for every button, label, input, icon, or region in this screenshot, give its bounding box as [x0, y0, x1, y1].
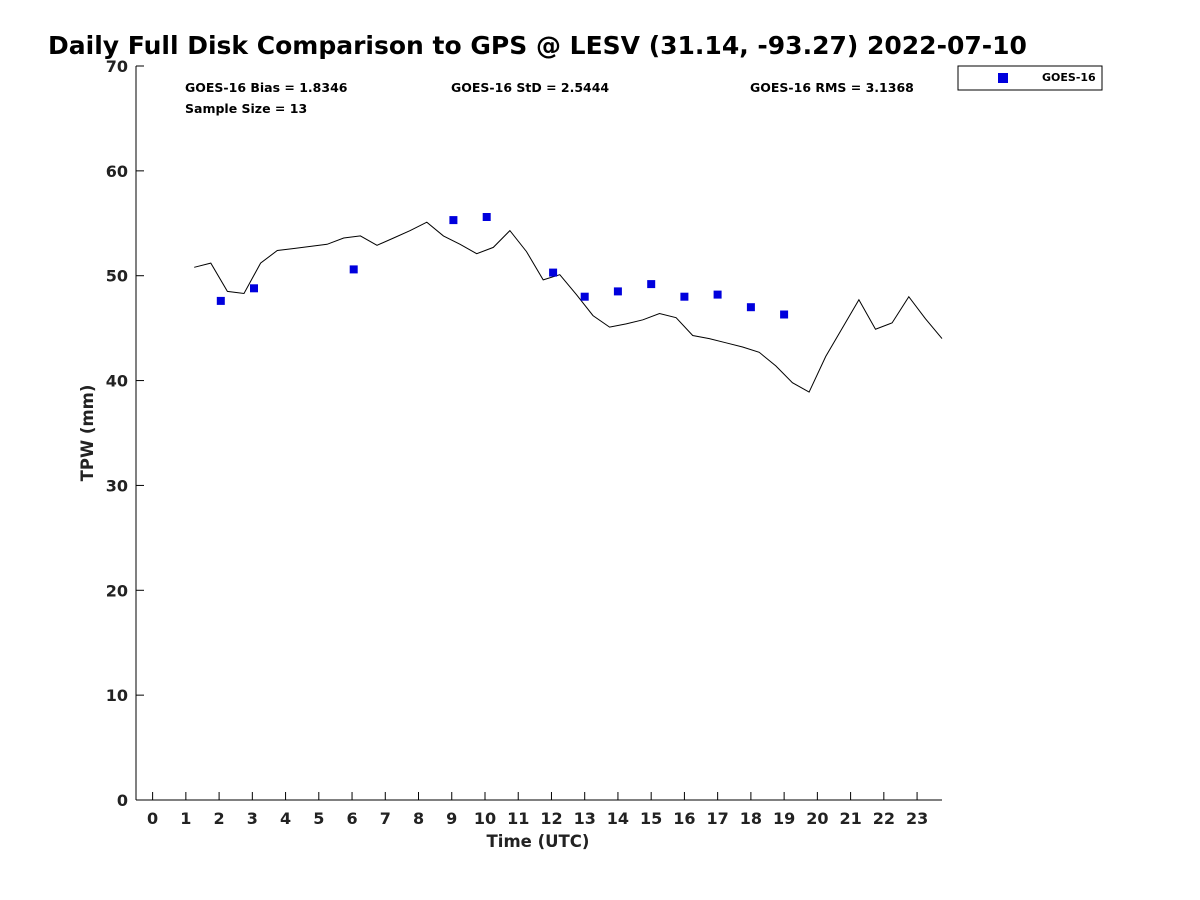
x-tick-label: 5 — [313, 809, 324, 828]
x-tick-label: 15 — [640, 809, 662, 828]
y-tick-label: 60 — [106, 162, 128, 181]
scatter-point — [746, 303, 755, 312]
legend-marker — [998, 73, 1008, 83]
x-tick-label: 6 — [346, 809, 357, 828]
x-tick-label: 21 — [839, 809, 861, 828]
y-axis-label: TPW (mm) — [78, 385, 97, 482]
scatter-point — [449, 216, 458, 225]
stat-bias: GOES-16 Bias = 1.8346 — [185, 80, 348, 95]
x-tick-label: 13 — [574, 809, 596, 828]
y-tick-label: 20 — [106, 581, 128, 600]
x-tick-label: 3 — [247, 809, 258, 828]
x-tick-label: 12 — [540, 809, 562, 828]
legend: GOES-16 — [957, 65, 1103, 91]
x-tick-label: 2 — [214, 809, 225, 828]
y-tick-label: 30 — [106, 476, 128, 495]
x-tick-label: 10 — [474, 809, 496, 828]
x-tick-label: 8 — [413, 809, 424, 828]
x-tick-label: 4 — [280, 809, 291, 828]
stat-std: GOES-16 StD = 2.5444 — [451, 80, 609, 95]
chart-title: Daily Full Disk Comparison to GPS @ LESV… — [48, 31, 1027, 60]
x-ticks: 0 1 2 3 4 5 6 7 8 9 10 11 12 13 14 15 16 17 18 19 20 21 22 23 — [147, 792, 928, 828]
scatter-point — [780, 310, 789, 319]
y-ticks: 0 10 20 30 40 50 60 70 — [106, 57, 144, 810]
scatter-point — [482, 213, 491, 221]
scatter-point — [549, 268, 558, 277]
y-tick-label: 50 — [106, 267, 128, 286]
x-tick-label: 22 — [873, 809, 895, 828]
x-tick-label: 7 — [380, 809, 391, 828]
x-tick-label: 18 — [740, 809, 762, 828]
x-tick-label: 23 — [906, 809, 928, 828]
series-line — [194, 221, 943, 393]
scatter-point — [349, 265, 358, 274]
legend-entry-goes16: GOES-16 — [1042, 71, 1096, 84]
plot-area — [194, 213, 943, 393]
scatter-point — [647, 280, 656, 289]
x-tick-label: 16 — [673, 809, 695, 828]
x-tick-label: 11 — [507, 809, 529, 828]
x-tick-label: 14 — [607, 809, 629, 828]
stat-sample-size: Sample Size = 13 — [185, 101, 307, 116]
scatter-point — [250, 284, 258, 293]
x-tick-label: 0 — [147, 809, 158, 828]
x-tick-label: 20 — [806, 809, 828, 828]
scatter-point — [713, 290, 722, 299]
x-axis-label: Time (UTC) — [487, 832, 590, 851]
legend-box — [957, 65, 1103, 91]
y-tick-label: 70 — [106, 57, 128, 76]
y-tick-label: 0 — [117, 791, 128, 810]
x-tick-label: 1 — [180, 809, 191, 828]
scatter-point — [580, 292, 589, 301]
scatter-point — [216, 296, 225, 305]
x-tick-label: 17 — [707, 809, 729, 828]
scatter-point — [613, 287, 622, 296]
y-tick-label: 40 — [106, 372, 128, 391]
y-tick-label: 10 — [106, 686, 128, 705]
x-tick-label: 19 — [773, 809, 795, 828]
x-tick-label: 9 — [446, 809, 457, 828]
scatter-point — [680, 292, 689, 301]
stat-rms: GOES-16 RMS = 3.1368 — [750, 80, 914, 95]
